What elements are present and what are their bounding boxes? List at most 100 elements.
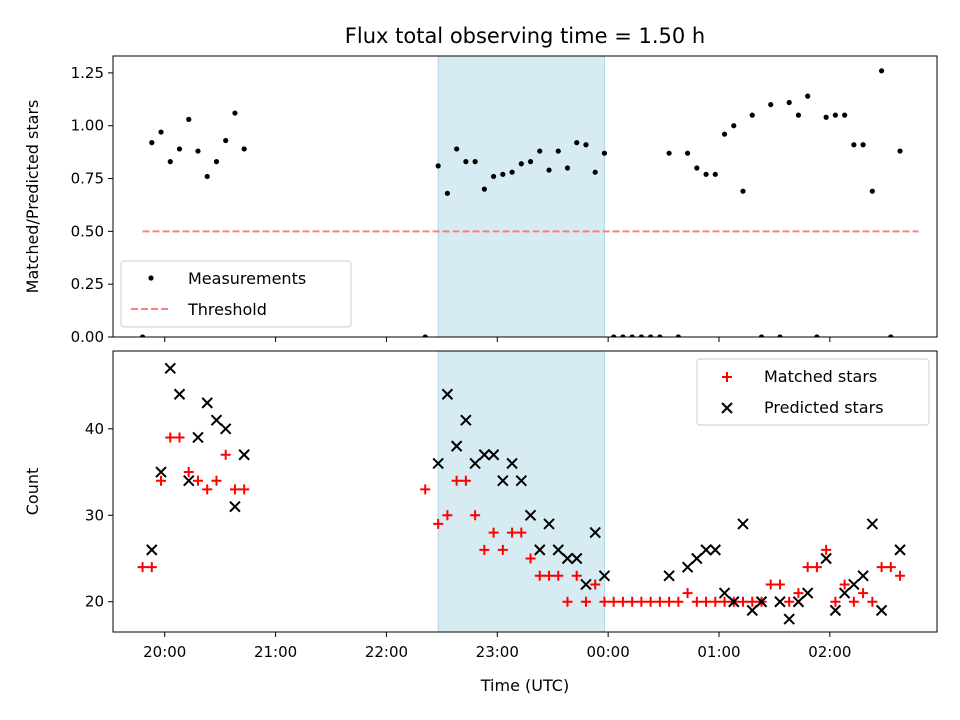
measurement-point: [851, 142, 857, 148]
measurement-point: [592, 169, 598, 175]
predicted-star-point: [478, 449, 491, 461]
predicted-star-point: [432, 457, 444, 470]
matched-star-point: [701, 596, 712, 607]
predicted-star-point: [155, 466, 167, 478]
measurement-point: [823, 114, 829, 120]
matched-star-point: [784, 596, 795, 607]
predicted-star-point: [857, 570, 869, 582]
highlight-span: [437, 350, 605, 633]
matched-star-point: [848, 596, 859, 607]
predicted-star-point: [183, 474, 195, 487]
predicted-star-point: [238, 449, 250, 461]
matched-star-point: [811, 562, 822, 573]
series-x: [146, 362, 906, 625]
measurement-point: [786, 99, 792, 106]
legend: Measurements Threshold: [120, 260, 352, 328]
predicted-star-point: [210, 414, 223, 426]
y-tick-label: 40: [85, 420, 104, 438]
predicted-star-point: [737, 518, 749, 530]
x-tick-label: 00:00: [587, 643, 630, 661]
measurement-point: [629, 334, 635, 337]
x-tick-label: 23:00: [476, 643, 519, 661]
legend-x-marker: [721, 402, 733, 414]
predicted-star-point: [746, 604, 758, 617]
measurement-point: [731, 123, 737, 129]
matched-star-point: [239, 484, 250, 495]
measurement-point: [842, 112, 848, 118]
measurement-point: [213, 159, 220, 165]
measurement-point: [657, 334, 663, 337]
measurement-point: [186, 116, 192, 122]
matched-star-point: [211, 475, 222, 486]
measurement-point: [814, 334, 820, 337]
measurement-point: [888, 334, 894, 337]
axes-frame: [112, 350, 938, 633]
matched-star-point: [580, 596, 591, 607]
measurement-point: [749, 112, 755, 118]
measurement-point: [176, 146, 183, 152]
measurement-point: [777, 334, 783, 337]
matched-star-point: [673, 596, 684, 607]
predicted-star-point: [755, 596, 768, 608]
predicted-star-point: [838, 587, 851, 599]
measurement-point: [638, 334, 644, 337]
matched-star-point: [738, 596, 749, 607]
measurement-point: [444, 190, 451, 196]
predicted-star-point: [552, 544, 564, 556]
measurement-point: [583, 142, 589, 148]
matched-star-point: [830, 596, 841, 607]
x-tick-label: 21:00: [254, 643, 297, 661]
matched-star-point: [553, 570, 564, 581]
predicted-star-point: [598, 570, 611, 582]
matched-star-point: [839, 579, 850, 590]
predicted-star-point: [709, 544, 722, 556]
predicted-star-point: [534, 544, 546, 556]
matched-star-point: [544, 570, 555, 581]
legend-box: [120, 260, 352, 328]
y-tick-label: 20: [85, 593, 104, 611]
measurement-point: [435, 163, 441, 169]
predicted-star-point: [450, 440, 463, 452]
legend-label: Matched stars: [764, 367, 877, 386]
matched-star-point: [719, 596, 730, 607]
matched-star-point: [876, 562, 887, 573]
measurement-point: [555, 148, 561, 154]
measurement-point: [805, 93, 811, 99]
matched-star-point: [451, 475, 462, 486]
measurement-point: [740, 188, 746, 194]
predicted-star-point: [146, 544, 158, 556]
series-dot: [139, 68, 903, 337]
matched-star-point: [562, 596, 573, 607]
bottom-axes: 20:00 21:00 22:00 23:00 00:00 01:00 02:00 20 30 4…: [23, 350, 938, 695]
measurement-point: [574, 140, 580, 146]
predicted-star-point: [728, 596, 740, 608]
matched-star-point: [627, 596, 638, 607]
matched-star-point: [488, 527, 499, 538]
measurement-point: [878, 68, 885, 74]
measurement-point: [648, 334, 654, 337]
measurement-point: [241, 146, 247, 152]
measurement-point: [463, 159, 469, 165]
matched-star-point: [636, 596, 647, 607]
measurement-point: [527, 159, 534, 165]
measurement-point: [897, 148, 903, 154]
predicted-star-point: [561, 552, 574, 565]
predicted-star-point: [589, 526, 601, 539]
measurement-point: [454, 146, 460, 152]
predicted-star-point: [515, 474, 528, 487]
predicted-star-point: [487, 449, 500, 461]
predicted-star-point: [571, 552, 583, 565]
measurement-point: [860, 142, 866, 148]
axes-frame: [112, 55, 938, 338]
measurement-point: [620, 334, 626, 337]
measurement-point: [795, 112, 802, 118]
matched-star-point: [525, 553, 536, 564]
measurement-point: [232, 110, 238, 116]
predicted-star-point: [774, 596, 786, 608]
predicted-star-point: [506, 457, 518, 470]
measurement-point: [167, 159, 173, 165]
measurement-point: [500, 171, 506, 177]
measurement-point: [611, 334, 617, 337]
matched-star-point: [682, 588, 693, 599]
